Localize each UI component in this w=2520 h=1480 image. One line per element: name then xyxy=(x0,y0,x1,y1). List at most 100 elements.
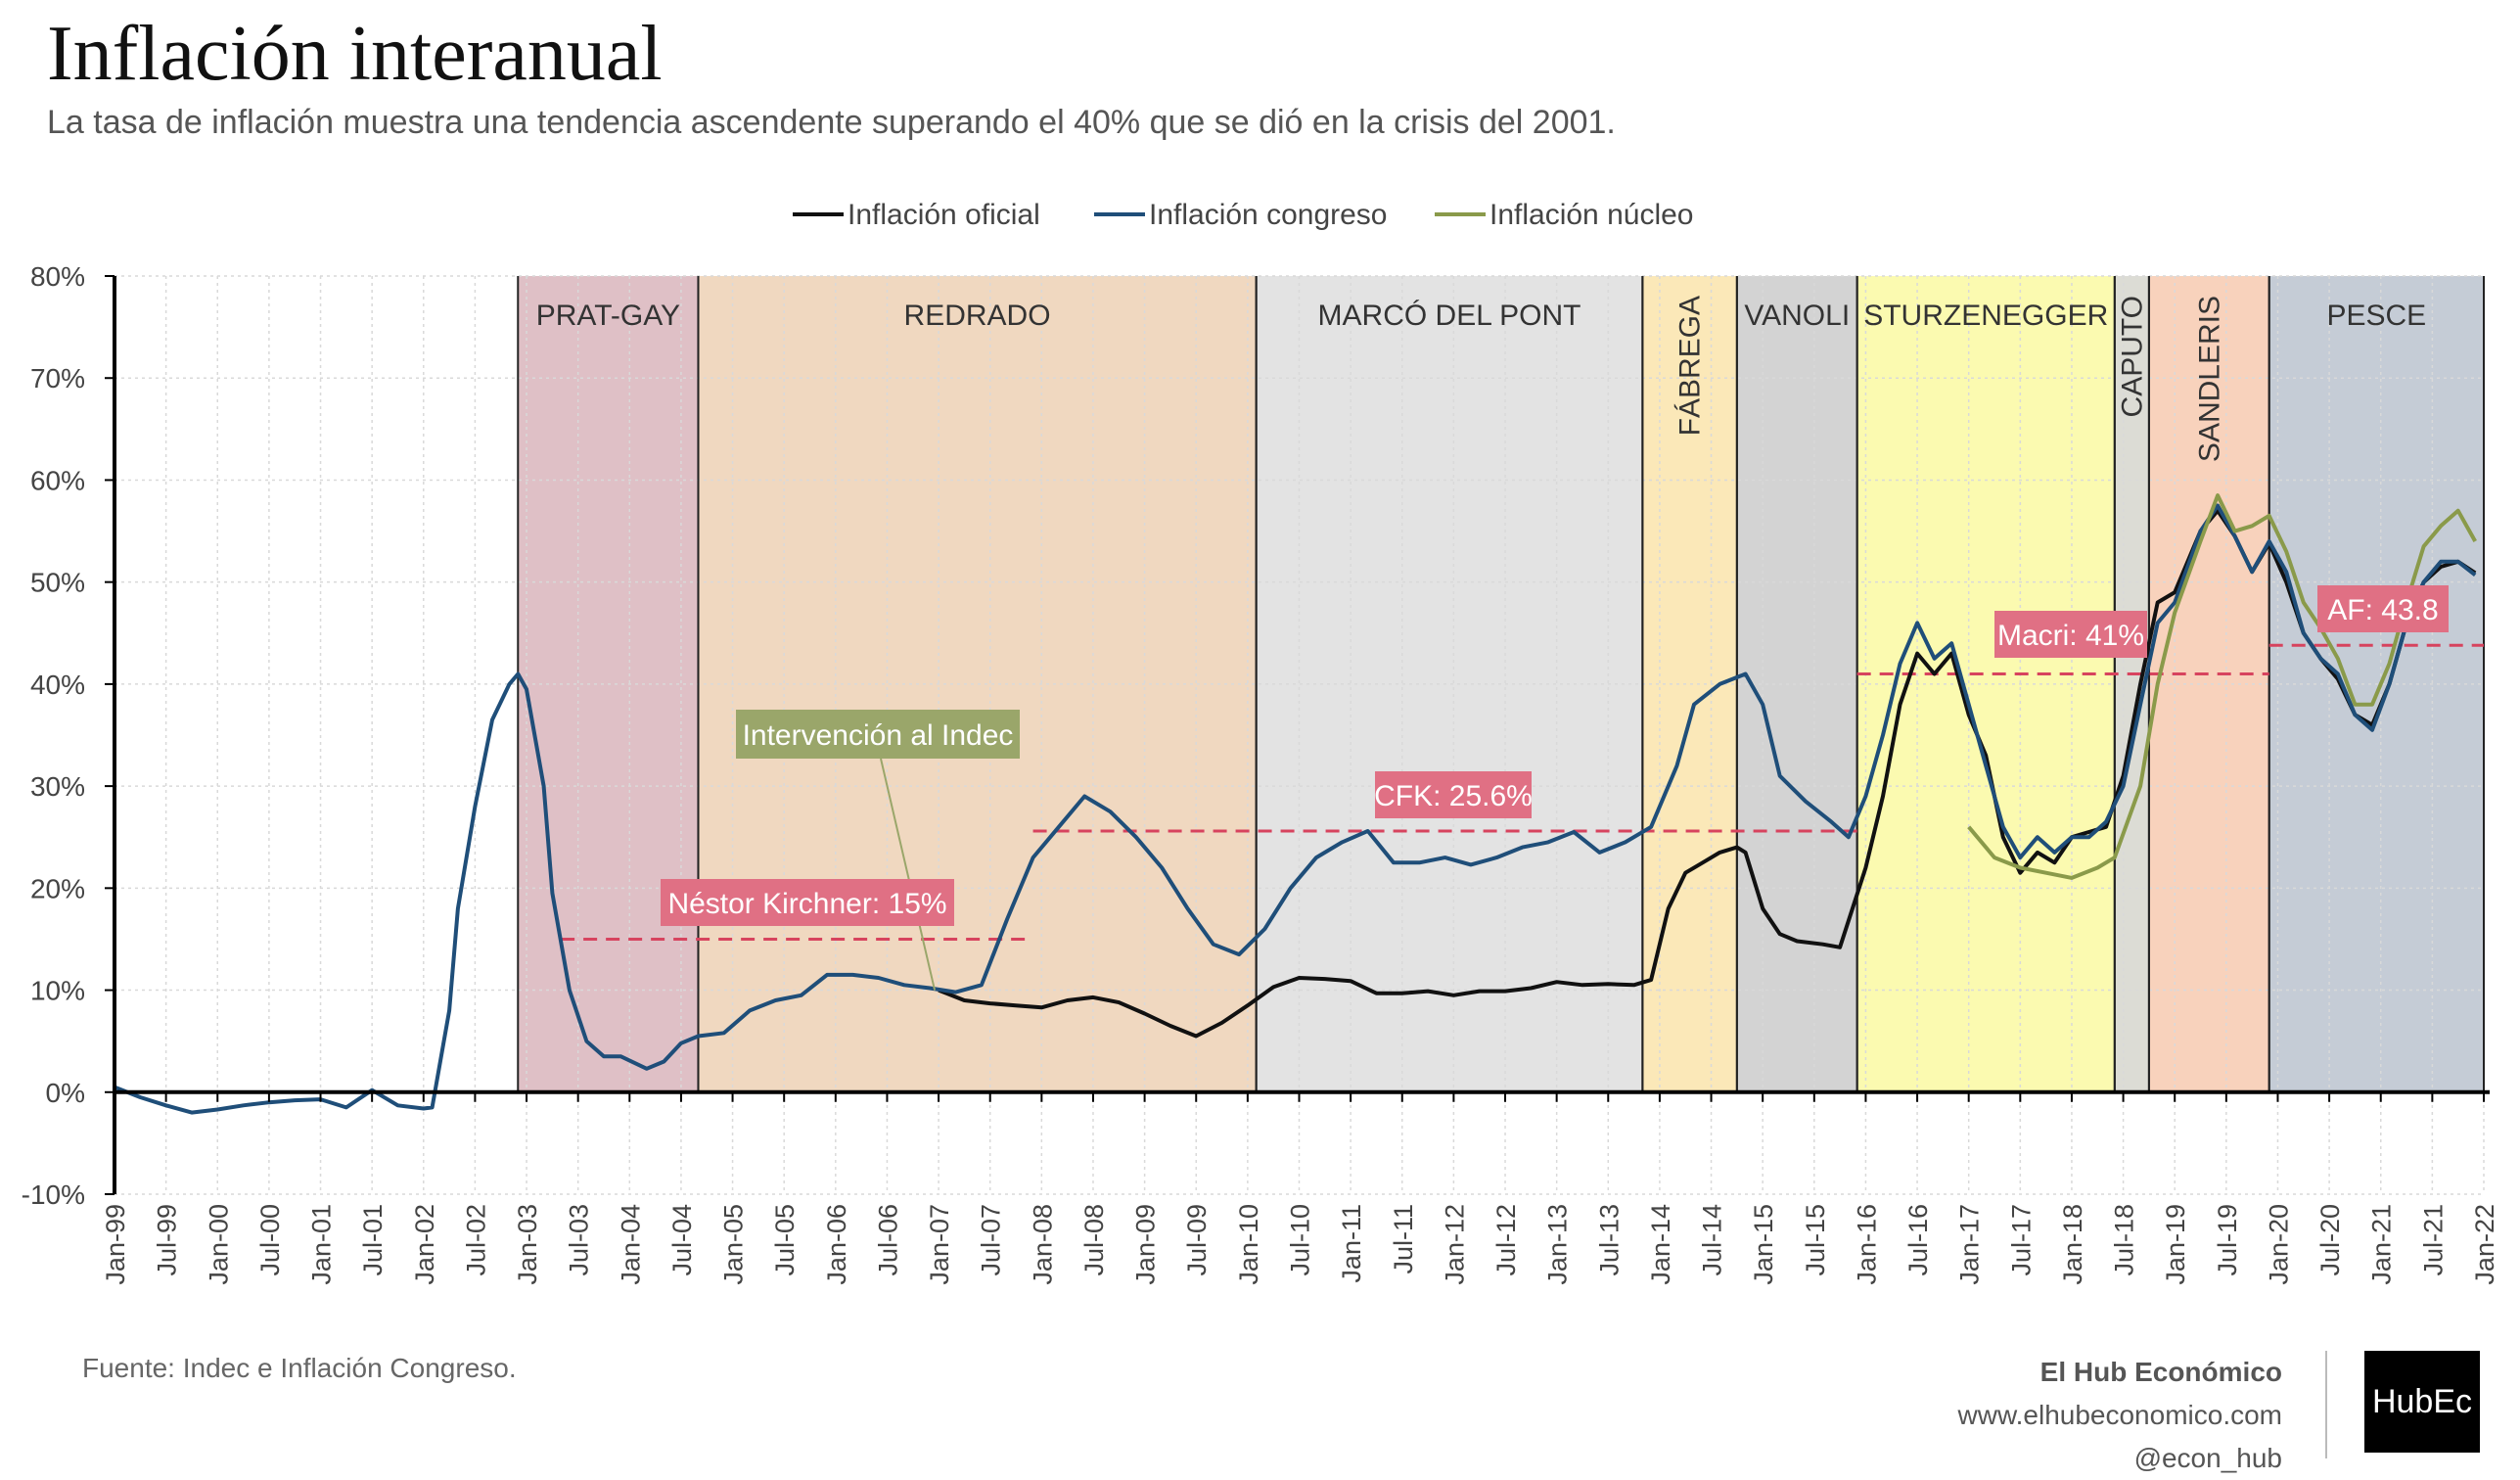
y-tick-label: 50% xyxy=(30,568,85,598)
x-tick-label: Jan-22 xyxy=(2470,1204,2499,1285)
source-note: Fuente: Indec e Inflación Congreso. xyxy=(82,1353,517,1383)
x-tick-label: Jul-02 xyxy=(461,1204,490,1276)
x-tick-label: Jan-13 xyxy=(1543,1204,1573,1285)
brand-name: El Hub Económico xyxy=(2039,1357,2282,1387)
average-label-box xyxy=(1994,611,2147,658)
x-tick-label: Jan-09 xyxy=(1131,1204,1161,1285)
brand-handle[interactable]: @econ_hub xyxy=(2133,1443,2282,1473)
average-label: Néstor Kirchner: 15% xyxy=(667,888,946,920)
average-label-box xyxy=(2317,585,2449,632)
period-label: PESCE xyxy=(2326,300,2426,332)
hubec-logo: HubEc xyxy=(2364,1351,2480,1453)
period-label: SANDLERIS xyxy=(2193,296,2225,462)
x-tick-label: Jan-10 xyxy=(1234,1204,1263,1285)
legend-label: Inflación núcleo xyxy=(1489,199,1693,231)
x-tick-label: Jul-05 xyxy=(770,1204,800,1276)
period-band xyxy=(1736,276,1857,1092)
x-tick-label: Jul-01 xyxy=(358,1204,388,1276)
brand-block: El Hub Económico www.elhubeconomico.com … xyxy=(1958,1351,2283,1480)
x-tick-label: Jan-99 xyxy=(101,1204,130,1285)
brand-divider xyxy=(2325,1351,2327,1458)
legend-label: Inflación oficial xyxy=(848,199,1040,231)
brand-url[interactable]: www.elhubeconomico.com xyxy=(1957,1400,2283,1430)
x-tick-label: Jan-01 xyxy=(307,1204,337,1285)
x-tick-label: Jul-07 xyxy=(977,1204,1006,1276)
average-labels: Néstor Kirchner: 15% CFK: 25.6% Macri: 41%… xyxy=(661,585,2449,926)
average-label-box xyxy=(1375,771,1532,818)
x-tick-label: Jan-14 xyxy=(1646,1204,1675,1285)
average-lines xyxy=(561,643,2484,941)
axes: -10% 0% 10% 20% 30% 40% 50% 60% 70% 80% Jan-99 Jul-… xyxy=(22,261,2499,1285)
x-tick-label: Jan-19 xyxy=(2161,1204,2190,1285)
x-tick-label: Jul-09 xyxy=(1182,1204,1212,1276)
chart-title: Inflación interanual xyxy=(47,11,663,97)
series-line xyxy=(114,503,2477,1115)
x-tick-label: Jan-07 xyxy=(925,1204,954,1285)
y-tick-label: 70% xyxy=(30,363,85,393)
x-tick-label: Jul-99 xyxy=(153,1204,182,1276)
period-label: MARCÓ DEL PONT xyxy=(1318,300,1581,332)
chart-subtitle: La tasa de inflación muestra una tendenc… xyxy=(47,104,1616,141)
x-tick-label: Jul-13 xyxy=(1594,1204,1624,1276)
average-label: AF: 43.8 xyxy=(2327,594,2438,626)
x-tick-label: Jul-11 xyxy=(1389,1204,1418,1274)
legend: Inflación oficial Inflación congreso Infla… xyxy=(793,199,1693,231)
x-tick-label: Jan-03 xyxy=(513,1204,542,1285)
x-tick-label: Jul-03 xyxy=(565,1204,594,1276)
period-label: PRAT-GAY xyxy=(536,300,680,332)
period-band xyxy=(698,276,1257,1092)
x-tick-label: Jan-12 xyxy=(1440,1204,1469,1285)
average-label: CFK: 25.6% xyxy=(1374,780,1533,812)
period-label: VANOLI xyxy=(1744,300,1850,332)
period-label: STURZENEGGER xyxy=(1863,300,2108,332)
x-tick-label: Jan-06 xyxy=(822,1204,851,1285)
y-tick-label: -10% xyxy=(22,1179,85,1210)
annotation-label: Intervención al Indec xyxy=(743,719,1014,752)
x-tick-label: Jan-08 xyxy=(1028,1204,1057,1285)
x-tick-label: Jan-11 xyxy=(1337,1204,1366,1283)
annotation: Intervención al Indec xyxy=(736,710,1020,991)
x-tick-label: Jan-21 xyxy=(2367,1204,2397,1285)
x-tick-label: Jan-16 xyxy=(1852,1204,1881,1285)
y-tick-label: 10% xyxy=(30,976,85,1006)
x-tick-label: Jul-21 xyxy=(2418,1204,2448,1276)
x-tick-label: Jul-18 xyxy=(2110,1204,2139,1276)
average-label: Macri: 41% xyxy=(1997,620,2144,652)
y-tick-label: 60% xyxy=(30,465,85,495)
y-tick-label: 0% xyxy=(46,1078,85,1108)
x-tick-label: Jan-17 xyxy=(1955,1204,1985,1285)
period-labels: PRAT-GAY REDRADO MARCÓ DEL PONT FÁBREGA VANO… xyxy=(536,296,2426,462)
x-tick-label: Jan-20 xyxy=(2264,1204,2293,1285)
x-tick-label: Jul-17 xyxy=(2006,1204,2036,1276)
average-label-box xyxy=(661,879,954,926)
x-tick-label: Jul-20 xyxy=(2315,1204,2345,1276)
x-tick-label: Jul-10 xyxy=(1286,1204,1315,1276)
x-tick-label: Jul-04 xyxy=(667,1204,697,1276)
period-band xyxy=(2148,276,2269,1092)
y-tick-label: 80% xyxy=(30,261,85,292)
y-tick-label: 40% xyxy=(30,670,85,700)
annotation-pointer xyxy=(880,758,937,991)
legend-label: Inflación congreso xyxy=(1149,199,1388,231)
x-tick-label: Jul-12 xyxy=(1491,1204,1521,1276)
x-tick-label: Jan-18 xyxy=(2058,1204,2087,1285)
x-tick-label: Jul-00 xyxy=(255,1204,285,1276)
period-label: CAPUTO xyxy=(2116,296,2148,417)
x-tick-label: Jan-00 xyxy=(204,1204,233,1285)
x-tick-label: Jul-19 xyxy=(2213,1204,2242,1276)
period-label: REDRADO xyxy=(904,300,1051,332)
period-borders xyxy=(517,276,2485,1092)
period-label: FÁBREGA xyxy=(1674,296,1707,436)
x-tick-label: Jan-05 xyxy=(719,1204,749,1285)
annotation-box xyxy=(736,710,1020,759)
x-tick-label: Jul-16 xyxy=(1903,1204,1933,1276)
x-tick-label: Jan-02 xyxy=(410,1204,439,1285)
x-tick-label: Jul-08 xyxy=(1079,1204,1109,1276)
x-tick-label: Jul-15 xyxy=(1801,1204,1830,1276)
x-tick-label: Jul-06 xyxy=(873,1204,902,1276)
x-tick-label: Jan-15 xyxy=(1749,1204,1778,1285)
x-tick-label: Jul-14 xyxy=(1698,1204,1727,1276)
y-tick-label: 20% xyxy=(30,873,85,903)
x-tick-label: Jan-04 xyxy=(616,1204,645,1285)
